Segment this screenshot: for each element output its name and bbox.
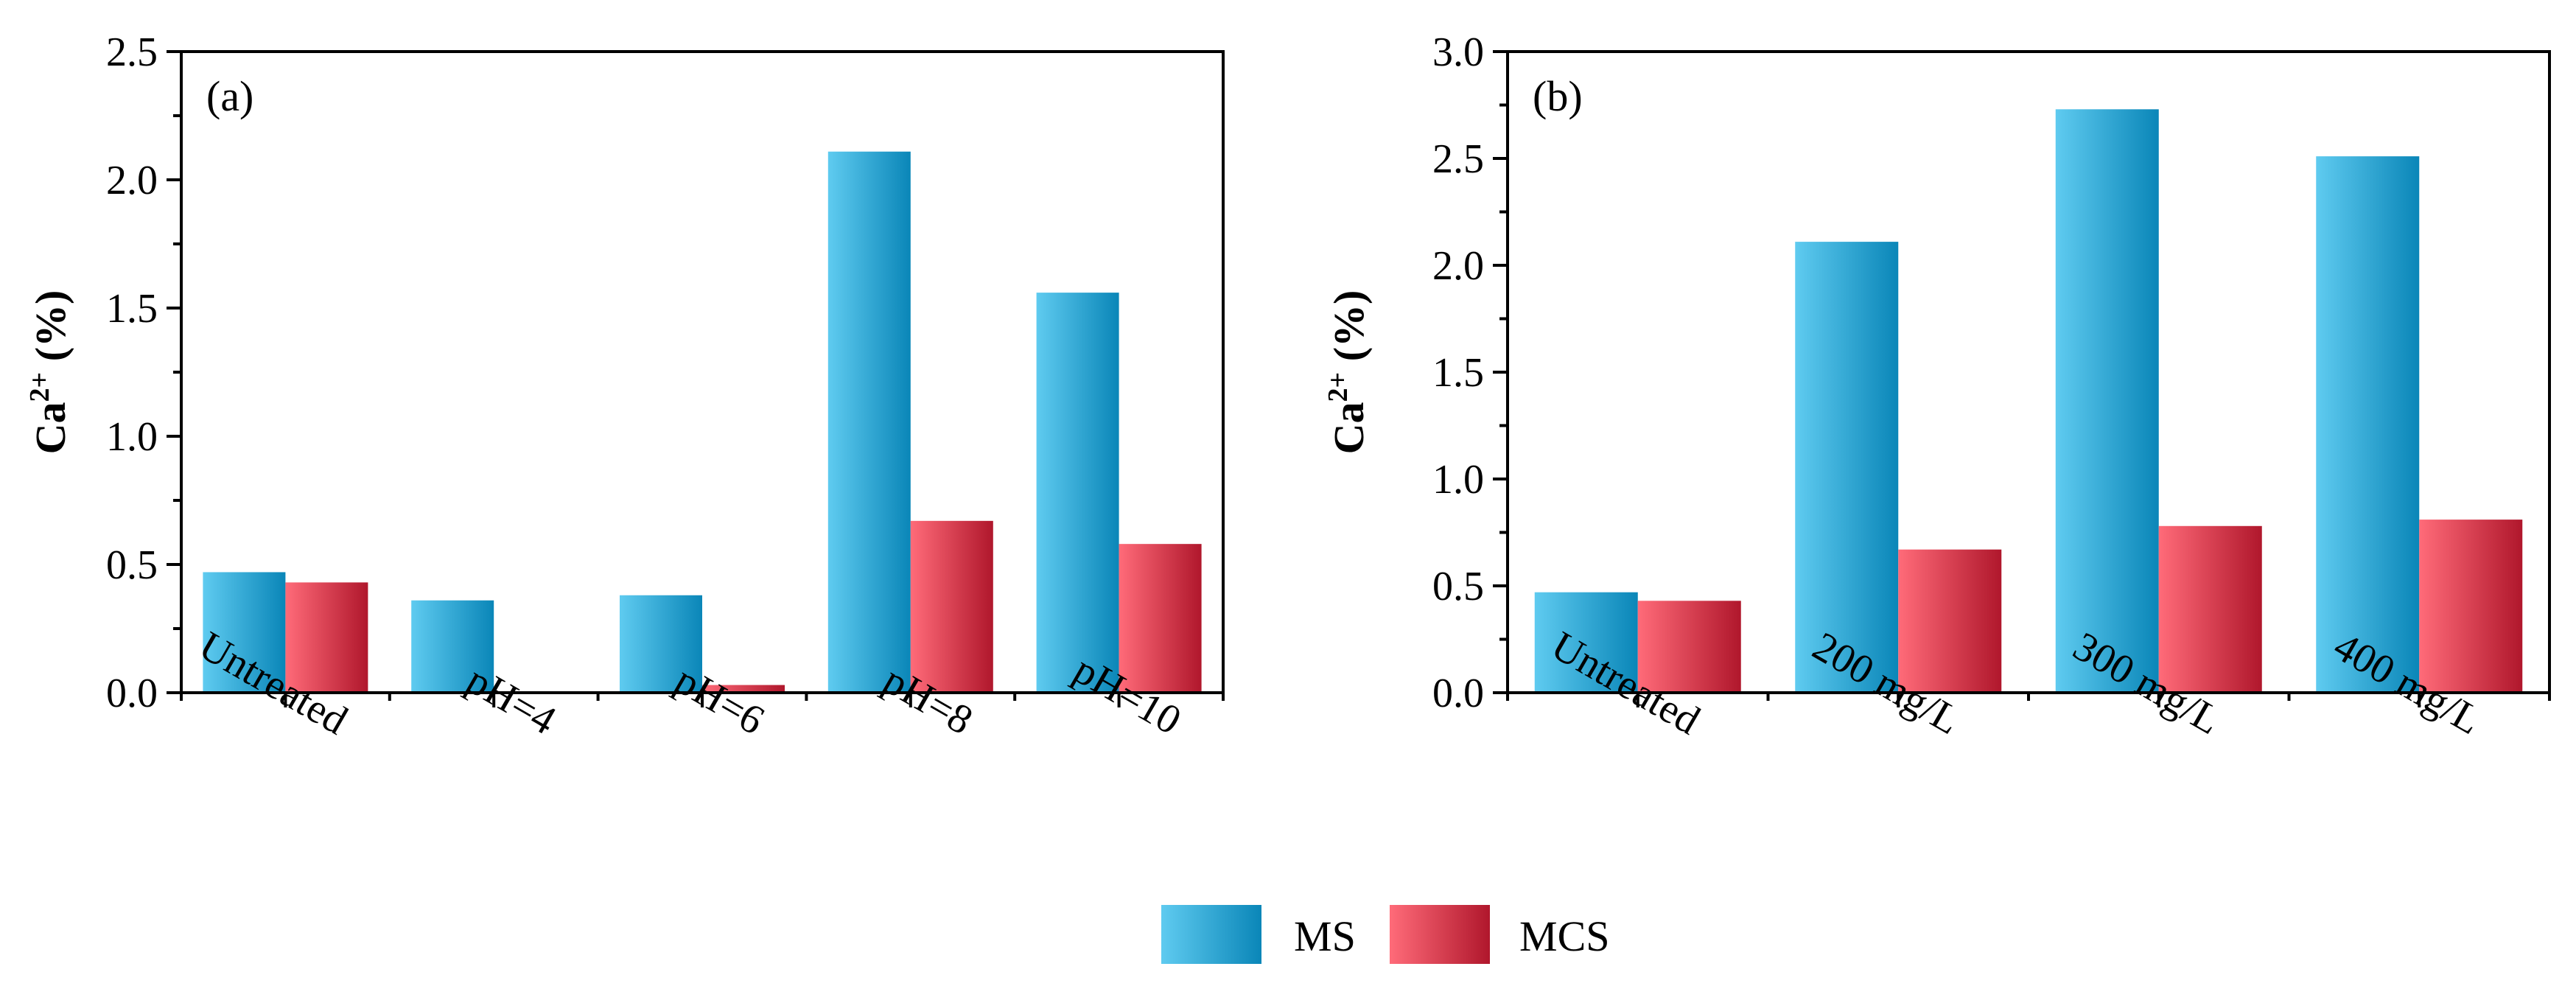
bars-layer [1534, 109, 2523, 693]
y-tick-label: 0.0 [1432, 671, 1484, 716]
y-tick-label: 0.5 [106, 542, 158, 588]
legend-label-mcs: MCS [1519, 912, 1610, 960]
bars-layer [203, 151, 1202, 693]
y-tick-label: 2.5 [1432, 136, 1484, 182]
bar-ms-200-mg-l [1795, 242, 1899, 693]
bar-mcs-untreated [1637, 601, 1741, 693]
y-axis-title: Ca2+ (%) [24, 290, 74, 455]
legend-swatch-mcs [1390, 905, 1490, 964]
y-axis-title-superscript: 2+ [1323, 372, 1354, 402]
bar-mcs-200-mg-l [1898, 549, 2002, 693]
bar-ms-400-mg-l [2316, 156, 2420, 693]
bar-ms-untreated [203, 572, 286, 693]
chart-panel-a: 0.00.51.01.52.02.5 Untreated pH=4 pH=6 pH=8… [24, 29, 1225, 744]
bar-mcs-300-mg-l [2158, 525, 2262, 693]
legend-label-ms: MS [1294, 912, 1356, 960]
y-axis-title-base: Ca [27, 402, 74, 454]
bar-mcs-ph-10 [1119, 544, 1202, 693]
y-tick-label: 1.0 [1432, 457, 1484, 503]
bar-mcs-ph-8 [910, 520, 993, 693]
bar-mcs-untreated [285, 582, 368, 693]
y-tick-label: 3.0 [1432, 29, 1484, 75]
bar-ms-ph-8 [827, 151, 911, 693]
bar-ms-300-mg-l [2055, 109, 2159, 693]
y-tick-label: 1.5 [1432, 350, 1484, 396]
y-tick-label: 2.5 [106, 29, 158, 75]
x-tick-label-ph-4: pH=4 [459, 657, 564, 744]
y-axis-title: Ca2+ (%) [1323, 290, 1373, 455]
y-tick-label: 1.0 [106, 414, 158, 460]
chart-panel-b: 0.00.51.01.52.02.53.0 Untreated 200 mg/L 3… [1323, 29, 2551, 744]
y-axis-title-base: Ca [1325, 402, 1373, 454]
panel-label: (a) [206, 72, 253, 120]
panel-label: (b) [1533, 72, 1583, 120]
x-tick-label-ph-6: pH=6 [668, 657, 772, 744]
y-tick-label: 0.5 [1432, 564, 1484, 609]
y-tick-label: 2.0 [1432, 243, 1484, 289]
legend-swatch-ms [1161, 905, 1261, 964]
y-axis-title-unit: (%) [1325, 290, 1373, 372]
y-axis-title-superscript: 2+ [24, 372, 55, 402]
y-axis-title-unit: (%) [27, 290, 74, 372]
bar-ms-ph-6 [620, 595, 702, 693]
bar-ms-untreated [1534, 592, 1638, 693]
legend: MS MCS [1161, 905, 1610, 964]
bar-mcs-400-mg-l [2419, 520, 2523, 693]
y-axis: 0.0 0.5 1.0 1.5 2.0 2.5 [106, 29, 181, 716]
bar-mcs-ph-6 [702, 685, 785, 693]
y-tick-label: 1.5 [106, 286, 158, 332]
bar-ms-ph-4 [411, 600, 494, 693]
y-axis: 0.0 0.5 1.0 1.5 2.0 2.5 3.0 [1432, 29, 1508, 716]
bar-ms-ph-10 [1036, 293, 1119, 693]
y-tick-label: 2.0 [106, 158, 158, 203]
y-tick-label: 0.0 [106, 671, 158, 716]
